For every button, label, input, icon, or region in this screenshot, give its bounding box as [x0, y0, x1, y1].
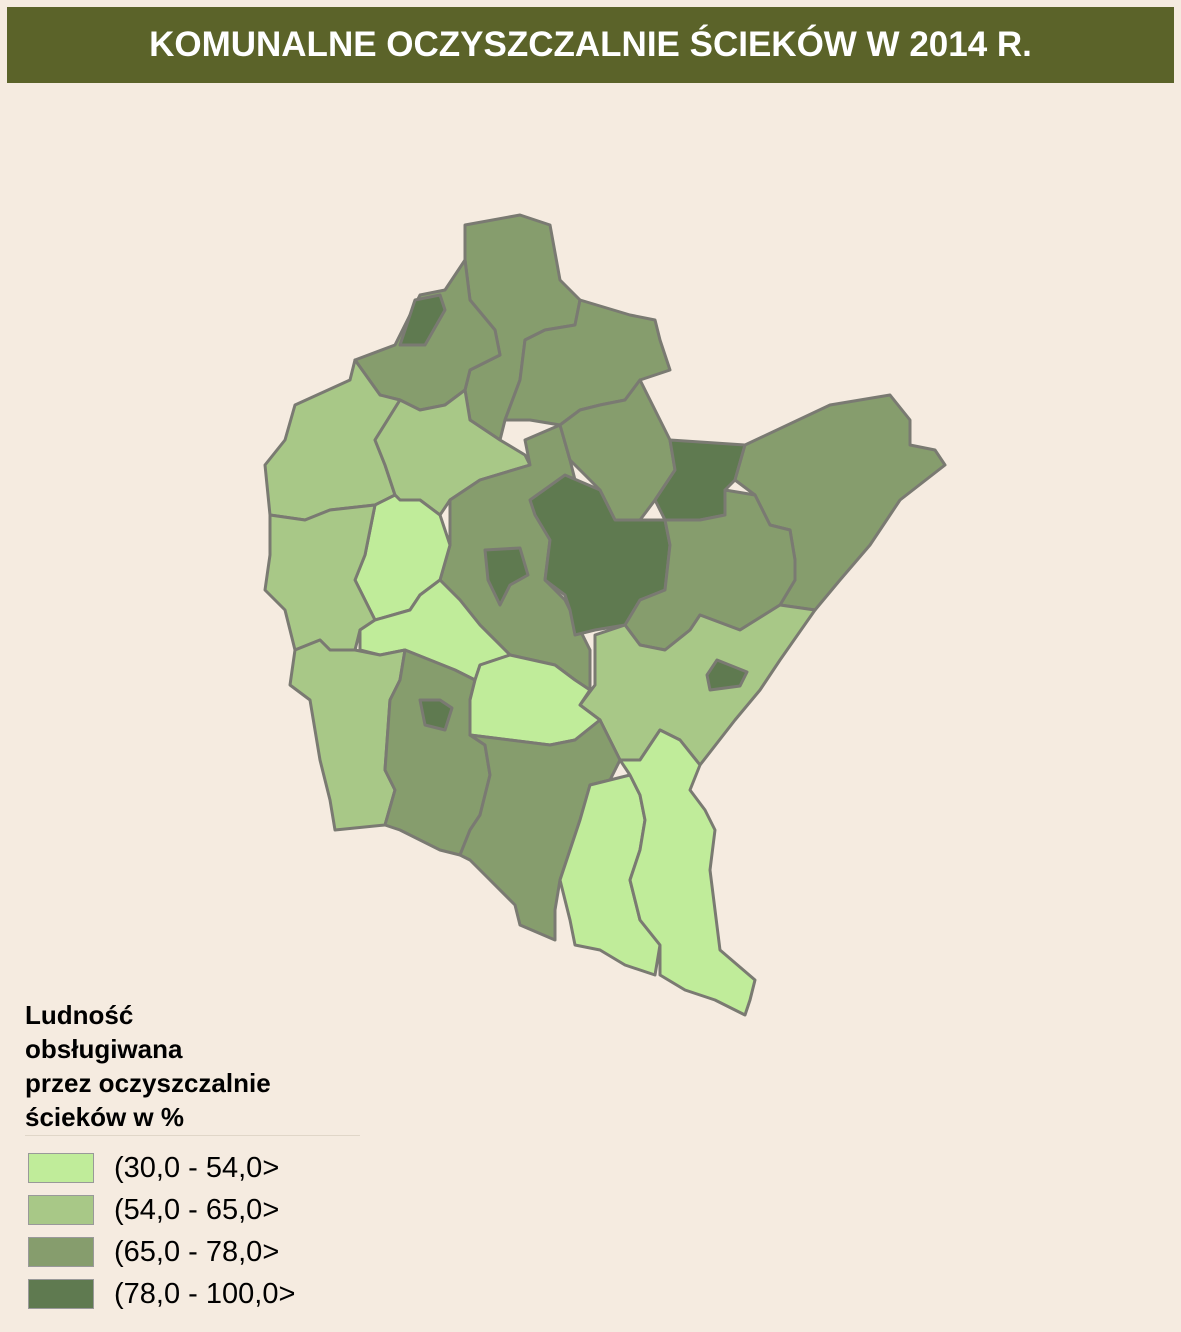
legend-label: (30,0 - 54,0> — [114, 1151, 280, 1184]
region — [618, 728, 757, 1017]
legend-title-line: przez oczyszczalnie — [25, 1068, 271, 1098]
legend-rule — [25, 1135, 360, 1136]
region — [263, 503, 377, 652]
region — [418, 698, 454, 732]
legend-swatch — [28, 1195, 94, 1225]
legend-item: (30,0 - 54,0> — [28, 1151, 280, 1184]
legend-item: (54,0 - 65,0> — [28, 1193, 280, 1226]
legend-swatch — [28, 1237, 94, 1267]
legend-swatch — [28, 1279, 94, 1309]
legend-title-line: obsługiwana — [25, 1034, 183, 1064]
title: KOMUNALNE OCZYSZCZALNIE ŚCIEKÓW W 2014 R… — [7, 7, 1174, 83]
legend-item: (65,0 - 78,0> — [28, 1235, 280, 1268]
region — [483, 546, 530, 607]
region — [705, 658, 749, 692]
legend-label: (65,0 - 78,0> — [114, 1235, 280, 1268]
region — [578, 603, 817, 767]
legend-label: (78,0 - 100,0> — [114, 1277, 296, 1310]
legend-title-line: Ludność — [25, 1000, 134, 1030]
legend-title: Ludność obsługiwana przez oczyszczalnie … — [25, 998, 271, 1134]
region — [398, 293, 447, 347]
region — [458, 718, 622, 942]
legend-label: (54,0 - 65,0> — [114, 1193, 280, 1226]
legend-swatch — [28, 1153, 94, 1183]
legend-title-line: ścieków w % — [25, 1102, 184, 1132]
legend-item: (78,0 - 100,0> — [28, 1277, 296, 1310]
